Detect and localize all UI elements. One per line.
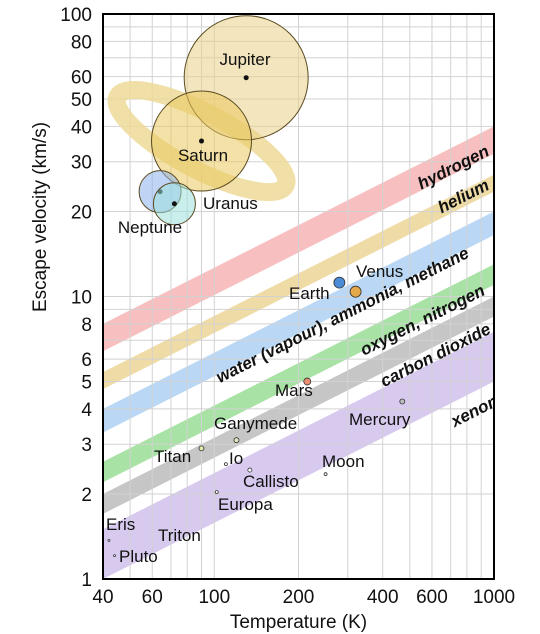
- body-ganymede: [233, 437, 240, 444]
- body-center-uranus: [171, 201, 177, 207]
- body-label-neptune: Neptune: [118, 218, 182, 237]
- y-tick-label: 10: [71, 288, 92, 309]
- y-tick-label: 50: [71, 90, 92, 111]
- grid-layer: [103, 14, 494, 579]
- y-tick-label: 80: [71, 32, 92, 53]
- body-label-callisto: Callisto: [243, 472, 299, 491]
- body-europa: [214, 490, 219, 495]
- y-tick-label: 5: [81, 373, 92, 394]
- body-label-io: Io: [229, 449, 243, 468]
- y-tick-label: 8: [81, 315, 92, 336]
- x-tick-label: 400: [367, 587, 399, 608]
- body-label-pluto: Pluto: [119, 547, 158, 566]
- body-label-mercury: Mercury: [349, 410, 411, 429]
- y-tick-label: 4: [81, 400, 92, 421]
- body-venus: [333, 276, 346, 289]
- body-label-triton: Triton: [158, 526, 201, 545]
- body-eris: [107, 538, 111, 542]
- body-label-saturn: Saturn: [178, 146, 228, 165]
- x-tick-label: 600: [416, 587, 448, 608]
- body-label-eris: Eris: [106, 515, 135, 534]
- body-moon: [323, 472, 328, 477]
- body-label-europa: Europa: [218, 495, 273, 514]
- y-tick-label: 30: [71, 153, 92, 174]
- y-tick-label: 3: [81, 435, 92, 456]
- body-center-jupiter: [243, 75, 249, 81]
- y-tick-label: 40: [71, 117, 92, 138]
- body-label-mars: Mars: [275, 381, 313, 400]
- x-tick-label: 40: [92, 587, 113, 608]
- body-earth: [349, 285, 362, 298]
- x-tick-label: 200: [283, 587, 315, 608]
- x-tick-label: 100: [198, 587, 230, 608]
- body-titan: [198, 445, 205, 452]
- x-tick-labels: 40 60 100 200 400 600 1000: [92, 587, 515, 608]
- body-labels-layer: Jupiter Saturn Neptune Uranus Venus Earth Mars…: [106, 50, 411, 566]
- body-label-jupiter: Jupiter: [219, 50, 270, 69]
- body-pluto: [113, 554, 116, 558]
- y-tick-label: 6: [81, 350, 92, 371]
- body-label-uranus: Uranus: [203, 194, 258, 213]
- plot-frame: [102, 13, 495, 580]
- y-tick-label: 1: [81, 570, 92, 591]
- body-mercury: [399, 398, 406, 405]
- x-axis-label: Temperature (K): [230, 612, 367, 633]
- y-tick-label: 60: [71, 68, 92, 89]
- y-axis-label: Escape velocity (km/s): [30, 122, 51, 312]
- y-tick-label: 100: [60, 5, 92, 26]
- body-label-moon: Moon: [322, 452, 365, 471]
- body-label-titan: Titan: [154, 447, 191, 466]
- bodies-layer: [107, 15, 406, 558]
- body-callisto: [247, 467, 253, 473]
- body-io: [223, 462, 228, 467]
- body-label-ganymede: Ganymede: [214, 414, 297, 433]
- body-label-earth: Earth: [289, 284, 330, 303]
- y-tick-label: 2: [81, 485, 92, 506]
- y-tick-label: 20: [71, 202, 92, 223]
- x-tick-label: 1000: [473, 587, 515, 608]
- body-mars: [303, 377, 312, 386]
- x-tick-label: 60: [142, 587, 163, 608]
- body-label-venus: Venus: [356, 262, 403, 281]
- body-center-saturn: [199, 138, 205, 144]
